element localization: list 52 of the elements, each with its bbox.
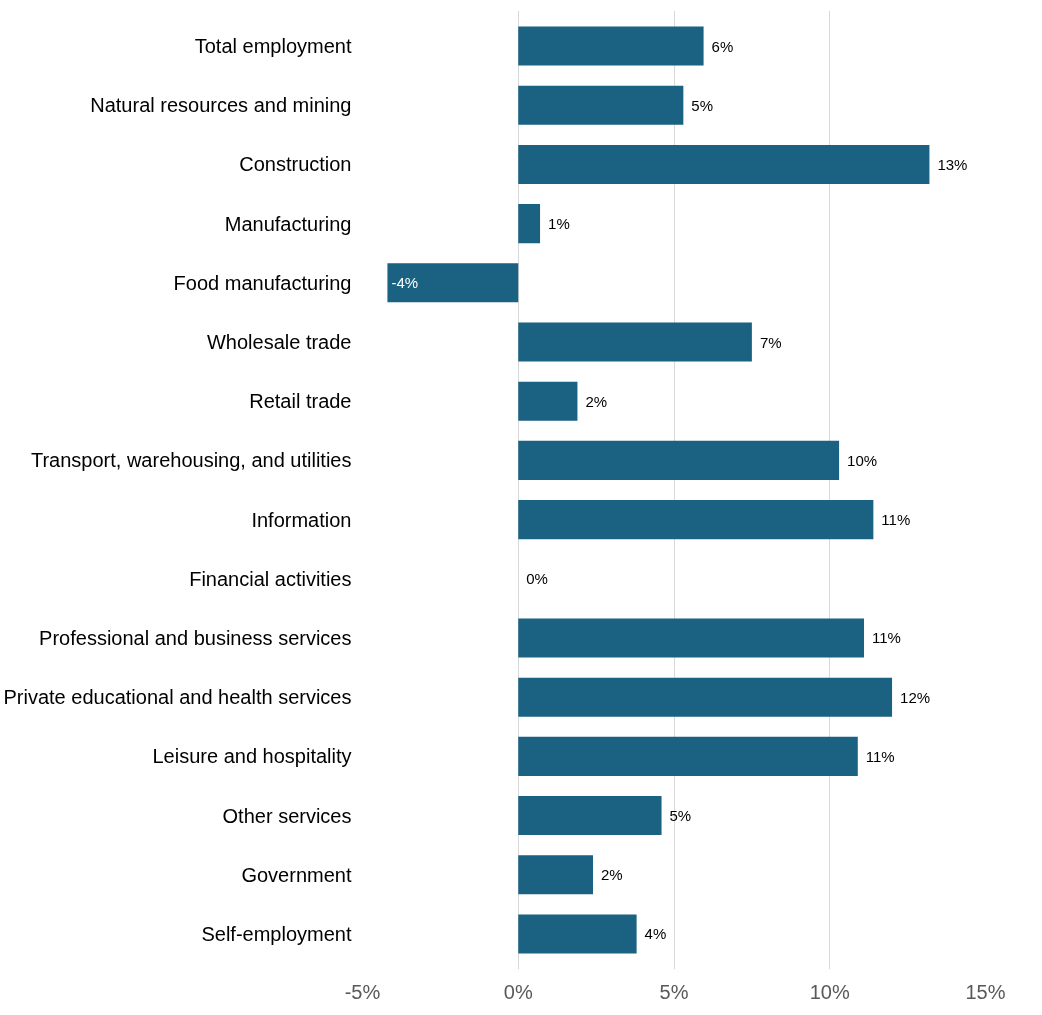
bar [518, 500, 874, 540]
bar [518, 914, 637, 954]
data-label: 7% [759, 333, 782, 351]
data-label: 11% [872, 629, 901, 647]
data-label: 1% [548, 215, 570, 233]
data-label: 11% [881, 511, 911, 529]
data-label: 2% [585, 392, 608, 410]
data-label: 0% [526, 570, 548, 588]
bar [518, 736, 858, 776]
bar [518, 144, 930, 184]
data-label: 5% [669, 807, 692, 825]
y-tick-label: Government [241, 863, 352, 886]
data-label: 10% [847, 451, 878, 469]
y-tick-label: Self-employment [201, 922, 352, 945]
y-tick-label: Leisure and hospitality [152, 745, 352, 768]
y-tick-label: Total employment [194, 35, 352, 58]
bar [518, 204, 541, 244]
bar [518, 322, 752, 362]
bar [518, 677, 893, 717]
y-tick-label: Transport, warehousing, and utilities [30, 449, 352, 472]
y-tick-label: Food manufacturing [173, 271, 352, 294]
data-label: 6% [711, 37, 734, 55]
bar [518, 381, 578, 421]
x-tick-label: 0% [503, 980, 533, 1003]
y-tick-label: Private educational and health services [3, 686, 352, 709]
y-tick-label: Construction [239, 153, 352, 176]
data-label: 5% [691, 96, 714, 114]
y-tick-label: Information [251, 508, 352, 531]
bar [518, 26, 704, 66]
x-tick-label: 10% [809, 980, 850, 1003]
bar [518, 796, 662, 836]
data-label: -4% [391, 274, 419, 292]
x-tick-label: 5% [659, 980, 689, 1003]
data-label: 11% [865, 747, 895, 765]
y-tick-label: Financial activities [189, 567, 352, 590]
data-label: 2% [601, 866, 623, 884]
y-tick-label: Retail trade [249, 390, 352, 413]
data-label: 12% [900, 688, 931, 706]
data-label: 13% [937, 155, 968, 173]
y-tick-label: Other services [222, 804, 352, 827]
bar [387, 263, 519, 303]
y-tick-label: Manufacturing [224, 212, 352, 235]
bar [518, 618, 865, 658]
bar [518, 855, 594, 895]
bar [518, 440, 840, 480]
y-tick-label: Professional and business services [39, 626, 352, 649]
bar [518, 85, 684, 125]
x-tick-label: -5% [344, 980, 381, 1003]
y-tick-label: Wholesale trade [206, 331, 352, 354]
y-tick-label: Natural resources and mining [90, 94, 352, 117]
x-tick-label: 15% [965, 980, 1006, 1003]
data-label: 4% [644, 925, 667, 943]
